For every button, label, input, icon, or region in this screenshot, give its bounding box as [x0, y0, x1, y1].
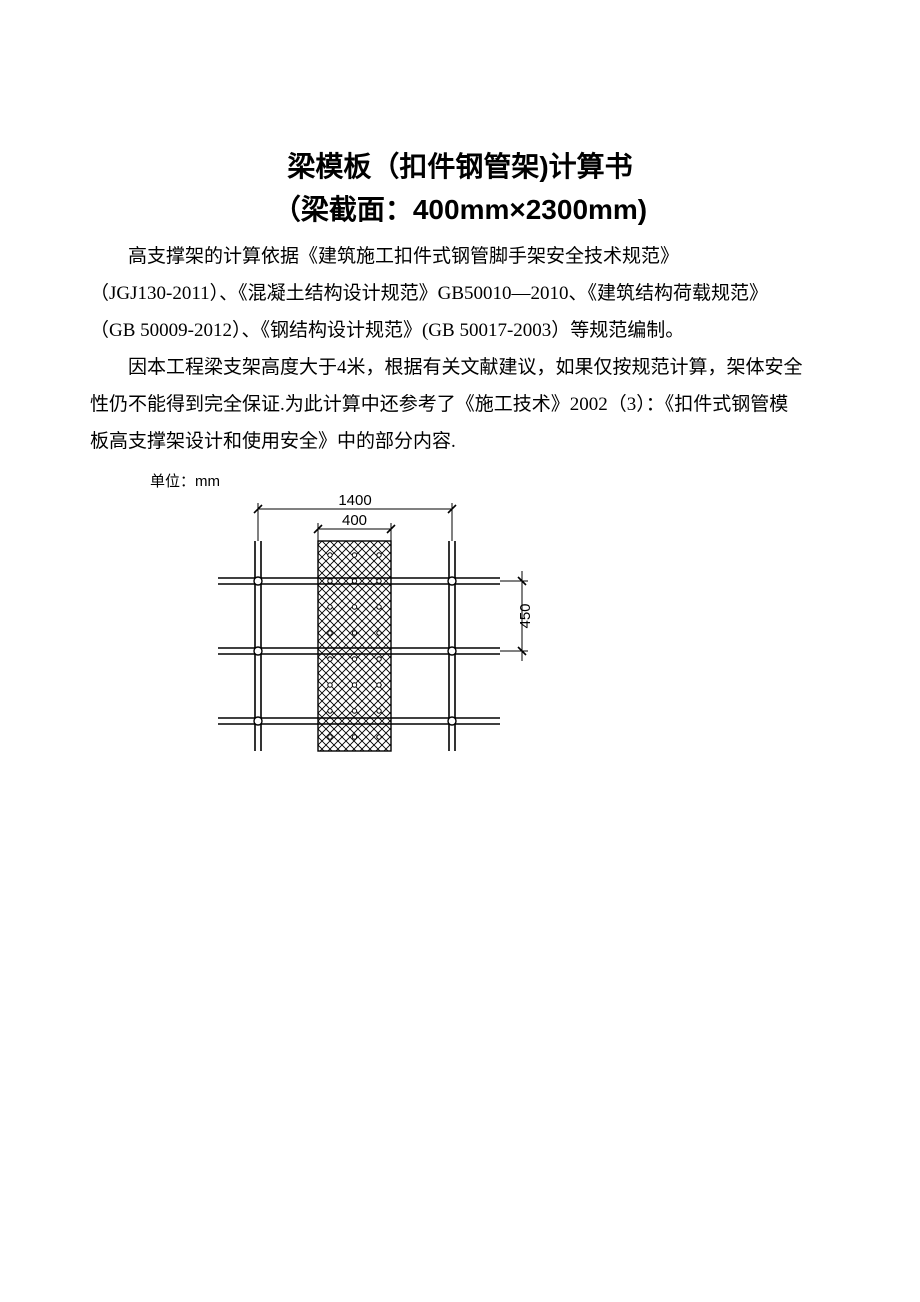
- paragraph-2: 因本工程梁支架高度大于4米，根据有关文献建议，如果仅按规范计算，架体安全 性仍不…: [90, 349, 830, 460]
- p1-l3: （GB 50009-2012）、《钢结构设计规范》(GB 50017-2003）…: [90, 312, 830, 349]
- document-page: 梁模板（扣件钢管架)计算书 （梁截面：400mm×2300mm) 高支撑架的计算…: [0, 0, 920, 783]
- p2-l1: 因本工程梁支架高度大于4米，根据有关文献建议，如果仅按规范计算，架体安全: [90, 349, 830, 386]
- p1-l2: （JGJ130-2011）、《混凝土结构设计规范》GB50010—2010、《建…: [90, 275, 830, 312]
- plan-diagram: 1400 400 450: [210, 493, 830, 783]
- paragraph-1: 高支撑架的计算依据《建筑施工扣件式钢管脚手架安全技术规范》 （JGJ130-20…: [90, 238, 830, 349]
- title-line-2: （梁截面：400mm×2300mm): [90, 188, 830, 231]
- title-line-1: 梁模板（扣件钢管架)计算书: [90, 145, 830, 188]
- plan-diagram-svg: 1400 400 450: [210, 493, 550, 783]
- p1-l1: 高支撑架的计算依据《建筑施工扣件式钢管脚手架安全技术规范》: [90, 238, 830, 275]
- p2-l2: 性仍不能得到完全保证.为此计算中还参考了《施工技术》2002（3）：《扣件式钢管…: [90, 386, 830, 423]
- unit-label: 单位：mm: [150, 470, 830, 491]
- svg-text:1400: 1400: [338, 493, 371, 509]
- svg-text:400: 400: [342, 512, 367, 529]
- svg-text:450: 450: [517, 604, 534, 629]
- doc-title: 梁模板（扣件钢管架)计算书 （梁截面：400mm×2300mm): [90, 145, 830, 232]
- p2-l3: 板高支撑架设计和使用安全》中的部分内容.: [90, 423, 830, 460]
